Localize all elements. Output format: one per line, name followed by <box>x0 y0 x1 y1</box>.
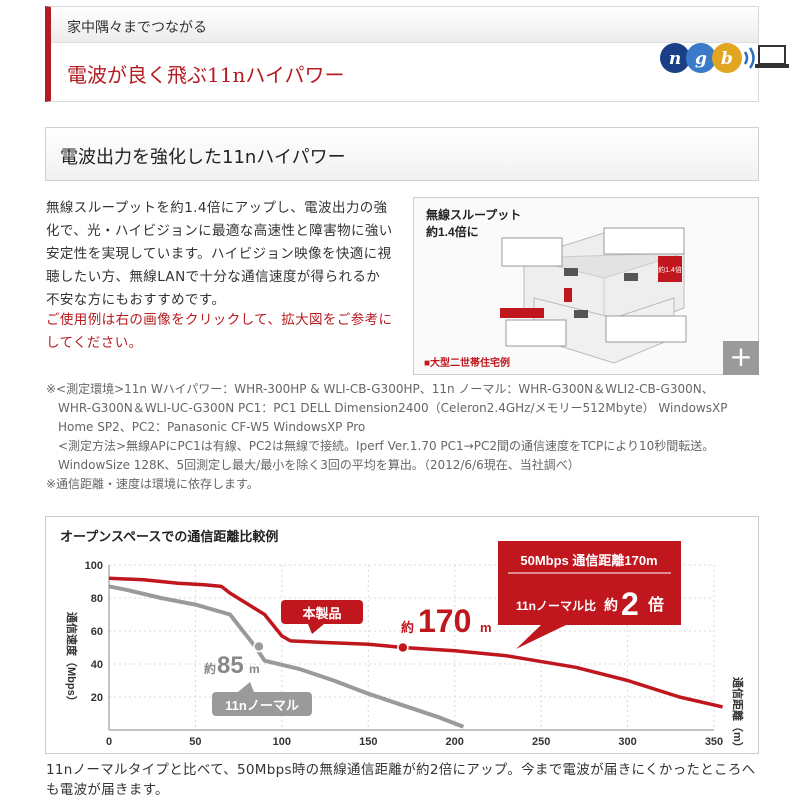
callout-line-2d: 倍 <box>648 595 664 614</box>
note-line: ※通信距離・速度は環境に依存します。 <box>46 477 259 491</box>
x-tick-label: 250 <box>532 736 550 748</box>
thumb-heading-2: 約1.4倍に <box>426 224 479 239</box>
product-label: 本製品 <box>302 606 341 621</box>
section-note: ご使用例は右の画像をクリックして、拡大図をご参考にしてください。 <box>46 312 393 351</box>
note-line: Home SP2、PC2：Panasonic CF-W5 WindowsXP P… <box>58 420 366 434</box>
header-banner: 家中隅々までつながる 電波が良く飛ぶ11nハイパワー <box>45 6 759 102</box>
svg-text:b: b <box>721 49 733 69</box>
section-body: 無線スループットを約1.4倍にアップし、電波出力の強化で、光・ハイビジョンに最適… <box>46 200 393 308</box>
note-line: WHR-G300N＆WLI-UC-G300N PC1：PC1 DELL Dime… <box>58 401 728 415</box>
x-tick-label: 50 <box>189 736 201 748</box>
x-tick-label: 0 <box>106 736 112 748</box>
distance-chart: オープンスペースでの通信距離比較例 0 50 100 150 200 250 300 350 20… <box>45 516 759 754</box>
callout-pointer <box>516 625 566 649</box>
normal-reach-prefix: 約 <box>204 661 216 676</box>
product-reach-value: 170 <box>418 603 471 639</box>
normal-label-pointer <box>238 682 254 692</box>
section-title: 電波出力を強化した11nハイパワー <box>45 127 759 181</box>
thumb-caption: ■大型二世帯住宅例 <box>424 356 510 369</box>
header-title: 電波が良く飛ぶ11nハイパワー <box>67 63 345 87</box>
x-tick-label: 200 <box>446 736 464 748</box>
svg-text:g: g <box>695 49 707 69</box>
note-line: <測定方法>無線APにPC1は有線、PC2は無線で接続。Iperf Ver.1.… <box>58 439 715 453</box>
callout-line-2b: 約 <box>604 597 618 613</box>
normal-50mbps-marker <box>253 640 265 653</box>
note-line: WindowSize 128K、5回測定し最大/最小を除く3回の平均を算出。（2… <box>58 458 580 472</box>
x-tick-label: 150 <box>359 736 377 748</box>
x-tick-label: 300 <box>618 736 636 748</box>
callout-line-1: 50Mbps 通信距離170m <box>520 553 657 568</box>
product-50mbps-marker <box>397 641 409 654</box>
series-line-normal <box>108 584 465 729</box>
y-tick-label: 100 <box>85 560 103 572</box>
svg-text:n: n <box>669 49 681 69</box>
thumb-badge: 約1.4倍 <box>658 265 682 274</box>
normal-reach-unit: m <box>249 662 260 676</box>
y-tick-label: 20 <box>91 692 103 704</box>
callout-line-2a: 11nノーマル比 <box>516 598 596 613</box>
y-axis-label: 通信速度（Mbps） <box>65 612 79 707</box>
y-tick-label: 60 <box>91 626 103 638</box>
ngb-logo: n g b <box>660 43 789 73</box>
x-tick-label: 350 <box>705 736 723 748</box>
product-reach-prefix: 約 <box>401 620 414 635</box>
measurement-notes: ※<測定環境>11n Wハイパワー：WHR-300HP & WLI-CB-G30… <box>46 380 762 494</box>
product-label-pointer <box>308 624 324 634</box>
y-tick-label: 40 <box>91 659 103 671</box>
expand-plus-icon[interactable]: + <box>723 341 759 375</box>
product-label-box <box>281 600 363 624</box>
product-reach-unit: m <box>480 620 492 635</box>
header-subtitle: 家中隅々までつながる <box>51 7 758 43</box>
thumb-heading-1: 無線スループット <box>426 207 521 222</box>
series-line-product <box>108 576 723 709</box>
chart-caption: 11nノーマルタイプと比べて、50Mbps時の無線通信距離が約2倍にアップ。今ま… <box>46 762 756 798</box>
normal-reach-value: 85 <box>217 652 244 679</box>
callout-line-2c: 2 <box>621 586 639 622</box>
note-line: ※<測定環境>11n Wハイパワー：WHR-300HP & WLI-CB-G30… <box>46 382 714 396</box>
y-tick-label: 80 <box>91 593 103 605</box>
callout-box <box>498 541 681 625</box>
x-axis-label: 通信距離（m） <box>731 677 745 753</box>
normal-label-box <box>212 692 312 716</box>
normal-label: 11nノーマル <box>225 698 299 713</box>
x-tick-label: 100 <box>273 736 291 748</box>
chart-title: オープンスペースでの通信距離比較例 <box>60 529 278 544</box>
usage-example-image[interactable]: 無線スループット 約1.4倍に 約1.4倍 ■大型二世帯住宅例 <box>413 197 759 375</box>
